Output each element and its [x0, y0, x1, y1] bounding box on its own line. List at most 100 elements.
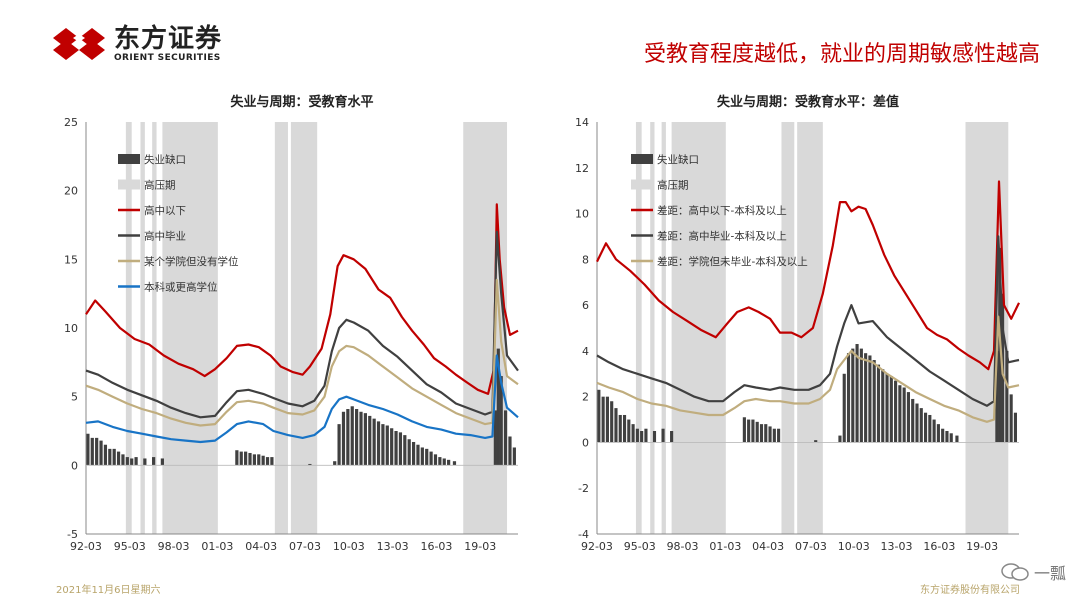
gap-bar	[601, 396, 605, 443]
orient-logo-icon	[53, 28, 105, 60]
shaded-period	[797, 122, 823, 534]
gap-bar	[86, 433, 90, 466]
gap-bar	[898, 385, 902, 443]
y-tick-label: -5	[67, 528, 78, 541]
legend-label: 某个学院但没有学位	[144, 255, 239, 268]
x-tick-label: 16-03	[923, 540, 955, 553]
gap-bar	[99, 440, 103, 466]
gap-bar	[631, 424, 635, 443]
gap-bar	[394, 431, 398, 466]
logo-en-text: ORIENT SECURITIES	[114, 52, 221, 63]
shaded-period	[650, 122, 655, 534]
x-tick-label: 01-03	[201, 540, 233, 553]
legend-label: 高压期	[144, 179, 176, 192]
gap-bar	[855, 344, 859, 443]
legend-label: 差距：学院但未毕业-本科及以上	[657, 255, 808, 268]
gap-bar	[512, 447, 516, 466]
gap-bar	[425, 448, 429, 466]
x-tick-label: 95-03	[624, 540, 656, 553]
gap-bar	[346, 409, 350, 466]
logo-cn-text: 东方证券	[114, 23, 223, 54]
y-tick-label: 0	[582, 436, 589, 449]
gap-bar	[755, 421, 759, 443]
gap-bar	[902, 387, 906, 443]
gap-bar	[95, 437, 99, 466]
shaded-period	[274, 122, 288, 534]
x-tick-label: 13-03	[881, 540, 913, 553]
gap-bar	[438, 457, 442, 466]
gap-bar	[248, 452, 252, 466]
gap-bar	[919, 408, 923, 443]
gap-bar	[152, 457, 156, 466]
gap-bar	[846, 353, 851, 443]
gap-bar	[130, 458, 134, 466]
gap-bar	[368, 415, 372, 466]
watermark: 一瓢	[1000, 560, 1066, 584]
gap-bar	[597, 389, 601, 443]
y-tick-label: 12	[575, 162, 589, 175]
gap-bar	[252, 454, 256, 466]
gap-bar	[945, 431, 949, 443]
gap-bar	[143, 458, 147, 466]
gap-bar	[885, 373, 889, 443]
gap-bar	[932, 419, 936, 443]
gap-bar	[670, 431, 674, 443]
x-tick-label: 04-03	[245, 540, 277, 553]
gap-bar	[257, 454, 261, 466]
gap-bar	[103, 444, 108, 466]
gap-bar	[359, 411, 363, 466]
watermark-text: 一瓢	[1033, 564, 1066, 583]
gap-bar	[872, 360, 876, 443]
legend-label: 失业缺口	[144, 153, 186, 166]
legend-swatch-bar	[118, 154, 140, 164]
gap-bar	[814, 440, 818, 443]
gap-bar	[125, 457, 129, 466]
gap-bar	[618, 414, 622, 443]
gap-bar	[503, 410, 508, 466]
gap-bar	[911, 398, 915, 443]
gap-bar	[614, 408, 618, 443]
gap-bar	[261, 455, 265, 466]
gap-bar	[265, 457, 270, 466]
gap-bar	[270, 457, 274, 466]
gap-bar	[341, 411, 346, 466]
gap-bar	[333, 461, 337, 466]
gap-bar	[640, 431, 644, 443]
x-tick-label: 10-03	[838, 540, 870, 553]
gap-bar	[403, 435, 407, 466]
gap-bar	[108, 448, 112, 466]
gap-bar	[868, 355, 872, 443]
gap-bar	[433, 454, 438, 466]
y-tick-label: 25	[64, 116, 78, 129]
y-tick-label: 15	[64, 253, 78, 266]
shaded-period	[125, 122, 132, 534]
gap-bar	[407, 439, 411, 466]
gap-bar	[751, 419, 755, 443]
gap-bar	[635, 428, 639, 443]
series-line	[85, 203, 519, 395]
x-tick-label: 19-03	[464, 540, 496, 553]
gap-bar	[416, 444, 420, 466]
gap-bar	[239, 451, 243, 466]
gap-bar	[337, 424, 341, 466]
gap-bar	[1005, 350, 1009, 443]
shaded-period	[140, 122, 145, 534]
gap-bar	[1009, 394, 1013, 443]
gap-bar	[851, 348, 855, 443]
series-line	[596, 315, 1020, 423]
shaded-period	[152, 122, 157, 534]
gap-bar	[499, 376, 503, 466]
x-tick-label: 04-03	[752, 540, 784, 553]
gap-bar	[610, 401, 614, 443]
gap-bar	[955, 435, 959, 443]
y-tick-label: 6	[582, 299, 589, 312]
x-tick-label: 92-03	[581, 540, 613, 553]
gap-bar	[859, 348, 863, 443]
gap-bar	[385, 425, 389, 466]
gap-bar	[889, 376, 893, 443]
x-tick-label: 10-03	[333, 540, 365, 553]
series-line	[596, 180, 1020, 371]
gap-bar	[768, 426, 772, 443]
gap-bar	[350, 406, 354, 466]
gap-bar	[906, 392, 911, 443]
